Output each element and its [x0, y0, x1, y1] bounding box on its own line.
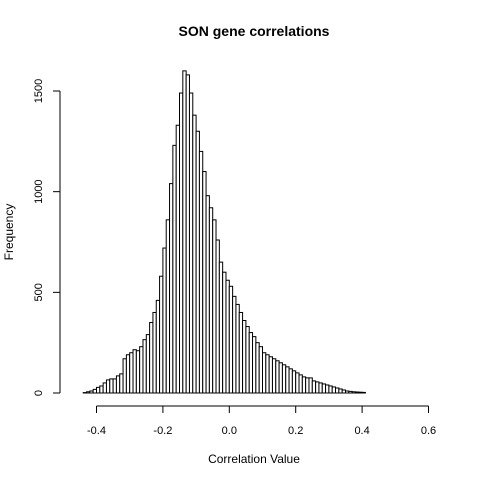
histogram-bars: [82, 70, 366, 394]
y-axis: 0 500 1000 1500: [33, 79, 61, 396]
x-tick-label: -0.2: [153, 425, 172, 437]
x-tick-label: -0.4: [87, 425, 106, 437]
y-tick-label: 1000: [33, 179, 45, 203]
y-tick-label: 1500: [33, 79, 45, 103]
x-axis-label: Correlation Value: [208, 452, 300, 466]
x-axis: -0.4 -0.2 0.0 0.2 0.4 0.6: [87, 405, 436, 437]
x-tick-label: 0.0: [222, 425, 237, 437]
x-tick-label: 0.2: [288, 425, 303, 437]
x-tick-label: 0.4: [354, 425, 369, 437]
chart-title: SON gene correlations: [179, 23, 330, 39]
x-tick-label: 0.6: [421, 425, 436, 437]
y-axis-label: Frequency: [2, 204, 16, 261]
histogram-bar: [361, 391, 366, 394]
y-tick-label: 0: [33, 390, 45, 396]
y-tick-label: 500: [33, 283, 45, 301]
